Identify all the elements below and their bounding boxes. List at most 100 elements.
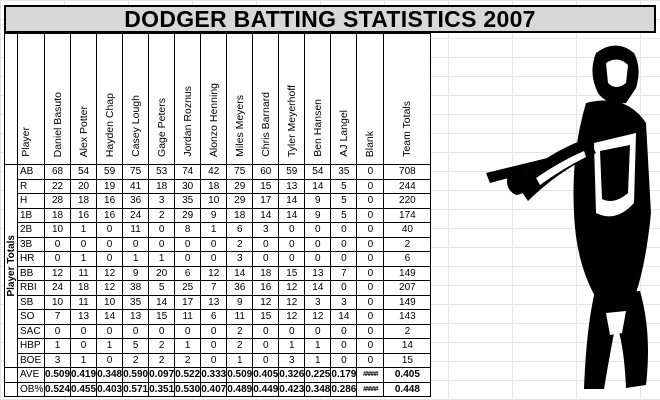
stat-cell[interactable]: 12 (304, 309, 332, 325)
empty-side-cell[interactable] (4, 381, 18, 397)
stat-cell[interactable]: 9 (200, 207, 228, 223)
stat-cell[interactable]: 0.489 (226, 381, 254, 397)
stat-cell[interactable]: 35 (330, 164, 358, 180)
stat-cell[interactable]: 0 (148, 236, 176, 252)
stat-cell[interactable]: 9 (304, 193, 332, 209)
team-total-cell[interactable]: 149 (383, 294, 432, 310)
stat-cell[interactable]: 10 (43, 222, 72, 238)
stat-label-cell[interactable]: SO (17, 309, 45, 325)
stat-cell[interactable]: 25 (174, 280, 202, 296)
stat-cell[interactable]: 13 (122, 309, 150, 325)
blank-cell[interactable]: 0 (356, 207, 385, 223)
stat-cell[interactable]: 0.423 (278, 381, 306, 397)
player-label-cell[interactable]: Player (17, 33, 45, 165)
stat-cell[interactable]: 0 (304, 251, 332, 267)
stat-cell[interactable]: 13 (70, 309, 98, 325)
stat-cell[interactable]: 8 (174, 222, 202, 238)
stat-cell[interactable]: 3 (304, 294, 332, 310)
stat-label-cell[interactable]: 3B (17, 236, 45, 252)
stat-cell[interactable]: 0.225 (304, 367, 332, 383)
team-total-cell[interactable]: 6 (383, 251, 432, 267)
stat-cell[interactable]: 14 (278, 193, 306, 209)
stat-cell[interactable]: 14 (330, 309, 358, 325)
blank-cell[interactable]: 0 (356, 323, 385, 339)
team-total-cell[interactable]: 174 (383, 207, 432, 223)
stat-cell[interactable]: 11 (70, 265, 98, 281)
blank-cell[interactable]: ##### (356, 367, 385, 383)
stat-cell[interactable]: 75 (122, 164, 150, 180)
stat-cell[interactable]: 1 (70, 251, 98, 267)
stat-cell[interactable]: 24 (43, 280, 72, 296)
stat-cell[interactable]: 6 (174, 265, 202, 281)
stat-cell[interactable]: 0 (304, 323, 332, 339)
stat-cell[interactable]: 0 (96, 251, 124, 267)
stat-cell[interactable]: 1 (148, 251, 176, 267)
team-total-cell[interactable]: 0.405 (383, 367, 432, 383)
stat-cell[interactable]: 2 (226, 236, 254, 252)
stat-cell[interactable]: 12 (278, 280, 306, 296)
stat-cell[interactable]: 14 (226, 265, 254, 281)
stat-cell[interactable]: 17 (252, 193, 280, 209)
stat-cell[interactable]: 17 (174, 294, 202, 310)
stat-cell[interactable]: 9 (122, 265, 150, 281)
blank-cell[interactable]: 0 (356, 265, 385, 281)
stat-cell[interactable]: 2 (148, 338, 176, 354)
stat-label-cell[interactable]: HBP (17, 338, 45, 354)
stat-cell[interactable]: 0 (304, 222, 332, 238)
stat-cell[interactable]: 0 (43, 236, 72, 252)
stat-cell[interactable]: 16 (252, 280, 280, 296)
stat-cell[interactable]: 13 (304, 265, 332, 281)
blank-cell[interactable]: 0 (356, 164, 385, 180)
stat-cell[interactable]: 0 (70, 323, 98, 339)
title-banner[interactable]: DODGER BATTING STATISTICS 2007 (4, 5, 656, 33)
stat-label-cell[interactable]: OB% (17, 381, 45, 397)
team-total-cell[interactable]: 244 (383, 178, 432, 194)
stat-cell[interactable]: 41 (122, 178, 150, 194)
stat-cell[interactable]: 28 (43, 193, 72, 209)
stat-cell[interactable]: 13 (278, 178, 306, 194)
stat-cell[interactable]: 16 (70, 207, 98, 223)
player-name-header[interactable]: AJ Langel (330, 33, 358, 165)
blank-cell[interactable]: 0 (356, 193, 385, 209)
stat-cell[interactable]: 3 (43, 352, 72, 368)
stat-cell[interactable]: 5 (330, 207, 358, 223)
stat-cell[interactable]: 1 (96, 338, 124, 354)
team-total-cell[interactable]: 220 (383, 193, 432, 209)
blank-cell[interactable]: 0 (356, 352, 385, 368)
stat-cell[interactable]: 1 (43, 338, 72, 354)
stat-label-cell[interactable]: AVE (17, 367, 45, 383)
stat-cell[interactable]: 3 (252, 222, 280, 238)
stat-cell[interactable]: 0.524 (43, 381, 72, 397)
stat-cell[interactable]: 16 (96, 207, 124, 223)
blank-header[interactable]: Blank (356, 33, 385, 165)
stat-cell[interactable]: 0 (200, 236, 228, 252)
stat-label-cell[interactable]: H (17, 193, 45, 209)
empty-side-cell[interactable] (4, 367, 18, 383)
player-name-header[interactable]: Alex Potter (70, 33, 98, 165)
stat-cell[interactable]: 1 (278, 338, 306, 354)
stat-cell[interactable]: 1 (122, 251, 150, 267)
stat-cell[interactable]: 18 (148, 178, 176, 194)
stat-cell[interactable]: 0.326 (278, 367, 306, 383)
stat-cell[interactable]: 20 (148, 265, 176, 281)
stat-cell[interactable]: 2 (148, 352, 176, 368)
stat-cell[interactable]: 11 (226, 309, 254, 325)
stat-cell[interactable]: 14 (96, 309, 124, 325)
stat-cell[interactable]: 19 (96, 178, 124, 194)
player-name-header[interactable]: Jordan Roznus (174, 33, 202, 165)
stat-cell[interactable]: 54 (70, 164, 98, 180)
stat-cell[interactable]: 35 (122, 294, 150, 310)
stat-cell[interactable]: 0.348 (96, 367, 124, 383)
stat-cell[interactable]: 0 (43, 251, 72, 267)
stat-cell[interactable]: 0 (330, 236, 358, 252)
stat-cell[interactable]: 5 (148, 280, 176, 296)
stat-cell[interactable]: 1 (174, 338, 202, 354)
stat-cell[interactable]: 0 (96, 352, 124, 368)
player-name-header[interactable]: Ben Hansen (304, 33, 332, 165)
stat-cell[interactable]: 35 (174, 193, 202, 209)
stat-label-cell[interactable]: R (17, 178, 45, 194)
stat-cell[interactable]: 0 (174, 323, 202, 339)
stat-cell[interactable]: 0 (96, 323, 124, 339)
stat-cell[interactable]: 0 (252, 236, 280, 252)
stat-cell[interactable]: 0 (148, 323, 176, 339)
